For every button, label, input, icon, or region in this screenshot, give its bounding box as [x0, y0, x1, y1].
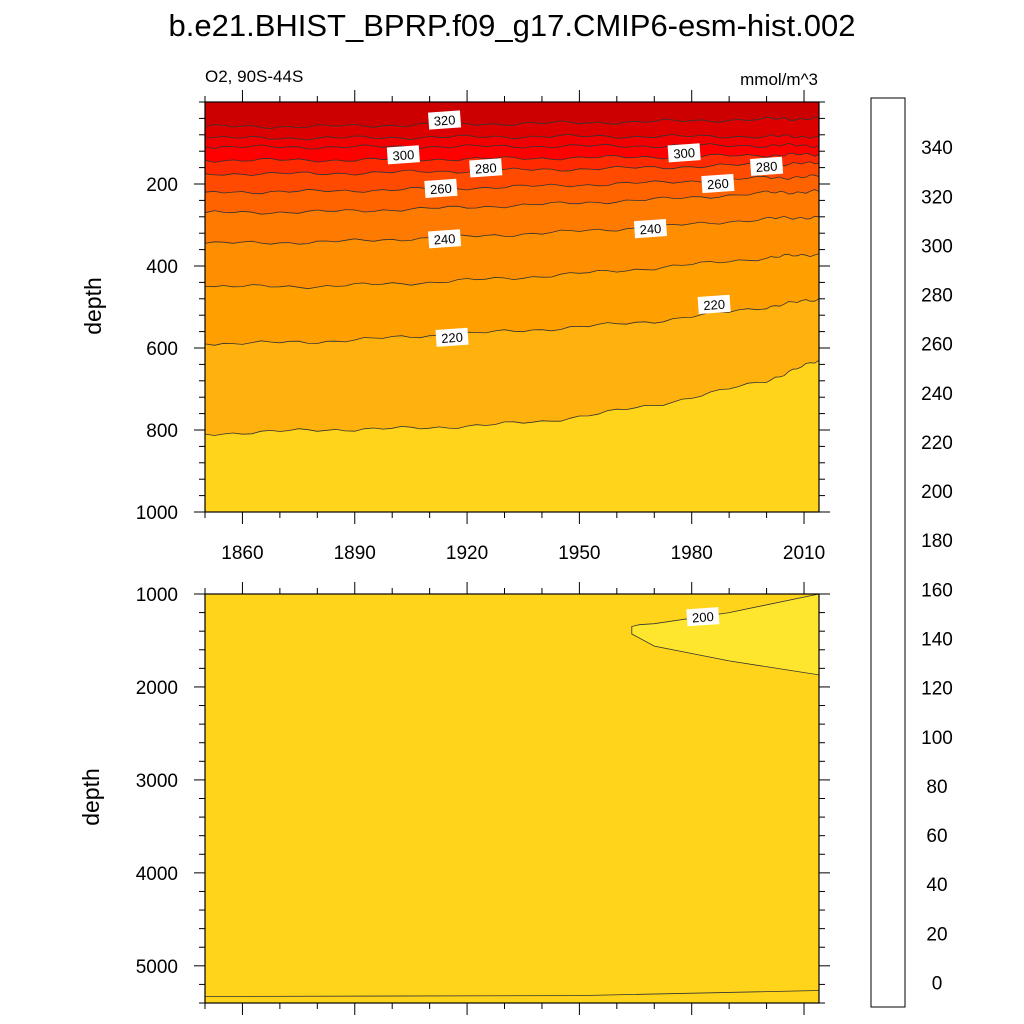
contour-label-text: 240: [433, 231, 456, 247]
contour-310: [205, 133, 819, 141]
colorbar-label: 200: [921, 482, 953, 503]
x-tick-label: 1950: [558, 543, 600, 564]
y-tick-label: 4000: [136, 864, 178, 885]
y-tick-label: 800: [146, 421, 178, 442]
variable-label: O2, 90S-44S: [205, 67, 303, 86]
colorbar-label: 0: [932, 973, 943, 994]
contour-230: [205, 298, 819, 346]
y-axis-label-top: depth: [80, 277, 106, 335]
colorbar-label: 60: [926, 826, 947, 847]
contour-label: 280: [750, 156, 784, 176]
y-tick-label: 1000: [136, 503, 178, 524]
x-tick-label: 1920: [446, 543, 488, 564]
contour-label: 320: [428, 110, 462, 130]
contour-label: 240: [633, 219, 668, 239]
y-tick-label: 5000: [136, 957, 178, 978]
colorbar-label: 240: [921, 384, 953, 405]
contour-290: [205, 152, 819, 163]
deep-ocean-panel: 200 1000 2000 3000 4000 5000: [136, 582, 830, 1015]
contour-label-text: 280: [755, 159, 778, 175]
contour-label-text: 240: [639, 221, 662, 237]
contour-220: [205, 359, 819, 436]
y-tick-label: 3000: [136, 771, 178, 792]
colorbar: 0 20 40 60 80 100 120 140 160 180 200 220 240 260 280 3…: [870, 97, 953, 1008]
contour-label: 220: [435, 327, 469, 347]
band-background: [205, 594, 819, 1003]
contour-label: 280: [469, 158, 503, 178]
upper-ocean-panel: 320 300 300 280 280 260 260 240 240 220 220 200 400 6…: [136, 90, 830, 564]
contour-label-text: 300: [392, 147, 415, 163]
contour-label: 200: [686, 607, 720, 627]
units-label: mmol/m^3: [740, 70, 818, 89]
contour-label-text: 220: [703, 297, 726, 313]
colorbar-label: 80: [926, 777, 947, 798]
colorbar-label: 300: [921, 236, 953, 257]
contour-label: 240: [428, 229, 462, 249]
colorbar-label: 160: [921, 580, 953, 601]
contour-label-text: 260: [707, 176, 730, 192]
colorbar-label: 20: [926, 924, 947, 945]
colorbar-label: 100: [921, 728, 953, 749]
y-tick-label: 200: [146, 175, 178, 196]
colorbar-frame: [870, 97, 906, 1008]
contour-320: [205, 116, 819, 130]
contour-label-text: 300: [673, 145, 696, 161]
contour-label: 260: [424, 178, 458, 198]
contour-240: [205, 253, 819, 290]
bottom-contour: [205, 990, 819, 997]
colorbar-label: 120: [921, 679, 953, 700]
contour-label: 260: [701, 173, 735, 194]
plot-frame: [204, 101, 820, 513]
y-axis-label-bottom: depth: [78, 768, 104, 826]
x-tick-label: 1890: [334, 543, 376, 564]
low-o2-region: [631, 594, 819, 676]
x-tick-label: 1980: [671, 543, 713, 564]
y-tick-label: 400: [146, 257, 178, 278]
y-tick-label: 600: [146, 339, 178, 360]
x-tick-label: 2010: [783, 543, 825, 564]
contour-label: 300: [667, 143, 701, 163]
colorbar-label: 260: [921, 335, 953, 356]
contour-label-text: 200: [692, 609, 715, 625]
contour-label-text: 220: [441, 330, 464, 346]
contour-label-text: 260: [430, 181, 453, 197]
x-tick-label: 1860: [221, 543, 263, 564]
y-tick-label: 1000: [136, 585, 178, 606]
contour-300: [205, 142, 819, 150]
colorbar-label: 140: [921, 630, 953, 651]
contour-label: 300: [386, 145, 420, 165]
contour-label: 220: [697, 294, 731, 314]
colorbar-label: 340: [921, 138, 953, 159]
chart-title: b.e21.BHIST_BPRP.f09_g17.CMIP6-esm-hist.…: [169, 8, 856, 43]
contour-label-text: 280: [474, 160, 497, 176]
contour-250: [205, 215, 819, 245]
contour-label-text: 320: [433, 112, 456, 128]
colorbar-label: 220: [921, 433, 953, 454]
colorbar-label: 320: [921, 187, 953, 208]
colorbar-label: 40: [926, 875, 947, 896]
y-tick-label: 2000: [136, 678, 178, 699]
contour-270: [205, 174, 819, 195]
colorbar-label: 280: [921, 286, 953, 307]
band-320: [205, 102, 819, 129]
contour-260: [205, 189, 819, 215]
colorbar-label: 180: [921, 531, 953, 552]
